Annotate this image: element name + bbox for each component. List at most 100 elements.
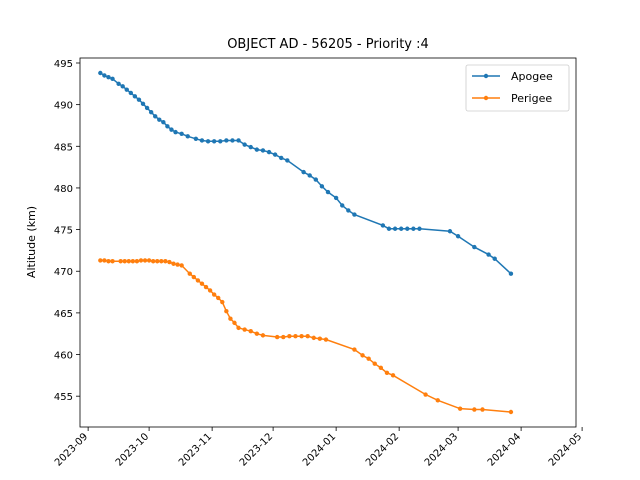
perigee-point [126,259,131,264]
perigee-point [98,258,103,263]
apogee-point [301,169,306,175]
plot-area [79,57,577,428]
chart-title: OBJECT AD - 56205 - Priority :4 [227,37,429,52]
apogee-point [205,139,211,144]
apogee-point [153,114,158,119]
apogee-point [185,134,190,139]
perigee-point [287,334,292,339]
perigee-point [191,274,197,280]
apogee-point [392,226,398,231]
apogee-point [161,119,166,125]
apogee-point [136,97,142,102]
perigee-point [305,334,310,339]
y-axis: 455 460 465 470 475 480 485 490 495 [54,59,80,403]
apogee-point [279,155,284,161]
apogee-point [313,177,319,182]
perigee-point [146,258,152,263]
perigee-point [232,320,237,326]
perigee-point [203,284,209,290]
perigee-point [216,295,221,301]
y-tick-label: 495 [54,59,73,70]
perigee-point [138,258,144,263]
apogee-point [218,139,223,144]
y-tick-label: 485 [54,142,73,153]
apogee-point [260,148,266,153]
perigee-point [211,292,217,297]
perigee-point [171,261,176,266]
apogee-point [411,226,416,231]
apogee-point [116,81,121,87]
apogee-point [248,144,253,150]
apogee-point [173,129,178,135]
apogee-point [386,226,392,231]
plot-frame [79,57,577,428]
apogee-point [110,76,115,82]
perigee-point [134,259,140,264]
apogee-point [120,84,125,89]
apogee-point [236,138,241,143]
perigee-point [260,333,266,338]
perigee-point [248,329,253,334]
apogee-point [140,101,146,107]
perigee-point [199,281,205,286]
apogee-point [211,139,217,144]
apogee-point [98,70,103,76]
perigee-point [390,373,396,378]
perigee-point [293,334,298,339]
perigee-point [352,347,357,352]
apogee-point [333,195,339,201]
perigee-point [242,327,247,332]
perigee-point [155,259,160,264]
apogee-point [398,226,404,231]
apogee-point [157,117,162,122]
perigee-point [274,334,280,340]
apogee-point [144,105,150,111]
perigee-point [366,356,371,361]
legend-perigee-label: Perigee [511,92,552,105]
apogee-point [319,184,325,189]
apogee-point [165,124,170,129]
perigee-point [110,259,115,264]
y-axis-title: Altitude (km) [25,206,38,278]
legend-perigee-marker [483,95,489,101]
perigee-point [236,325,241,331]
perigee-point [472,407,477,412]
perigee-point [118,259,123,264]
legend: Apogee Perigee [465,64,570,112]
perigee-point [224,309,229,314]
apogee-point [285,158,290,163]
perigee-point [508,409,514,415]
apogee-point [508,271,514,276]
perigee-point [142,258,148,263]
apogee-point [266,149,272,155]
perigee-point [435,398,440,403]
apogee-point [230,138,235,143]
apogee-point [307,173,312,178]
legend-apogee-marker [483,73,489,79]
apogee-point [486,252,491,257]
y-tick-label: 465 [54,309,73,320]
series-perigee [98,258,514,415]
apogee-point [417,226,422,231]
apogee-point [199,138,205,143]
perigee-point [372,361,377,366]
perigee-point [175,262,180,267]
perigee-point [299,334,304,339]
perigee-point [102,258,107,263]
legend-apogee-label: Apogee [511,70,553,83]
perigee-point [457,406,463,411]
apogee-point [447,229,453,234]
y-tick-label: 460 [54,351,73,362]
perigee-point [163,259,168,264]
apogee-point [106,74,111,80]
apogee-point [254,147,260,152]
perigee-point [106,259,111,264]
apogee-point [128,90,134,96]
apogee-point [455,234,461,239]
apogee-point [272,152,278,157]
y-tick-label: 490 [54,101,73,112]
apogee-point [124,87,129,92]
perigee-point [207,288,213,293]
perigee-point [167,259,172,265]
